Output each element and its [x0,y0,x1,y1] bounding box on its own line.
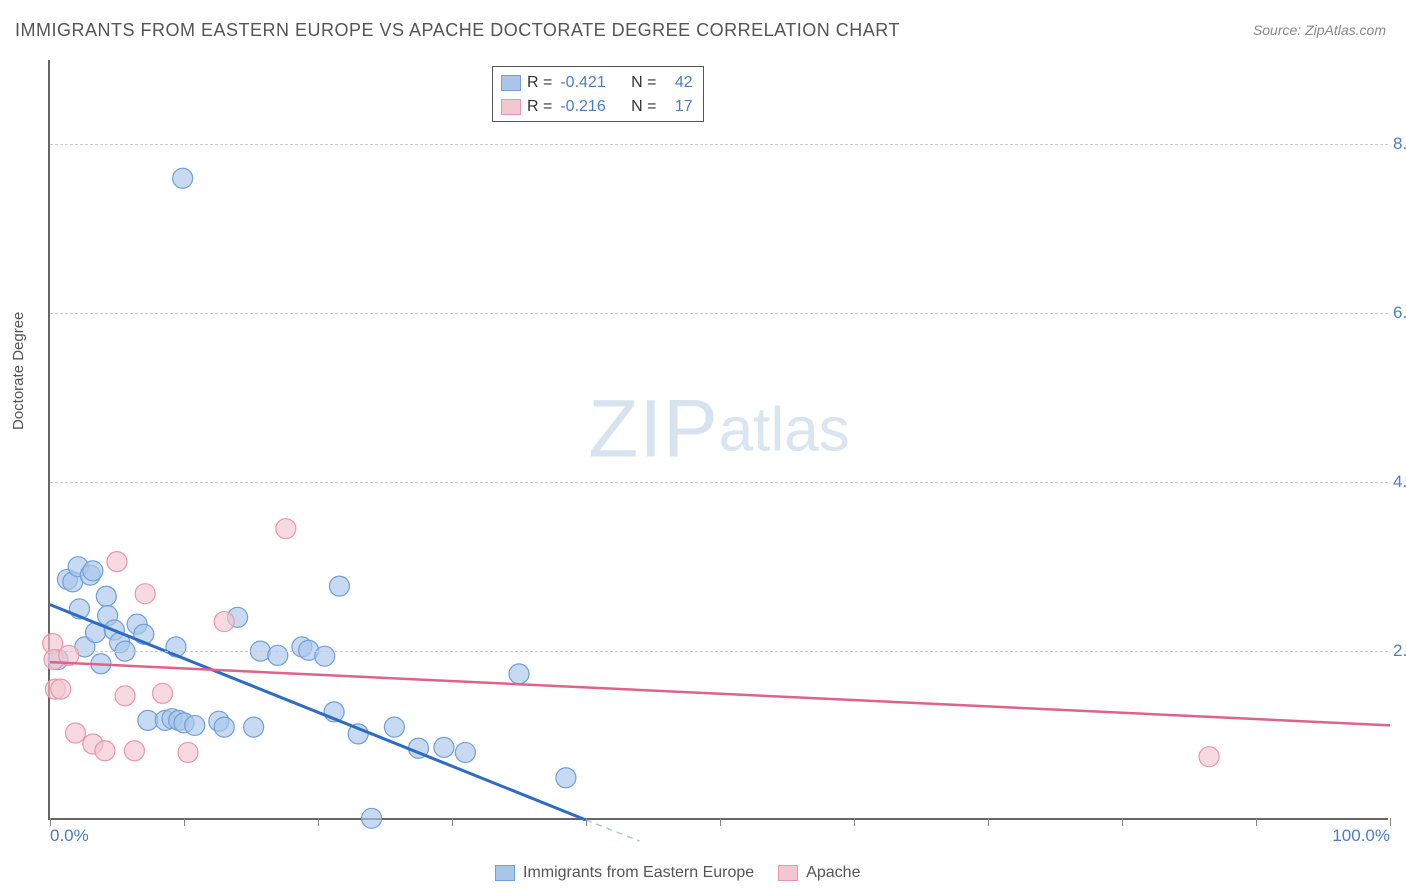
scatter-point [384,717,404,737]
scatter-point [1199,747,1219,767]
legend-n-value: 17 [675,95,693,119]
scatter-point [244,717,264,737]
gridline-horizontal [50,651,1388,652]
legend-swatch [778,865,798,881]
legend-r-value: -0.216 [560,95,605,119]
y-axis-title: Doctorate Degree [10,312,27,430]
legend-r-label: R = [527,71,552,95]
scatter-point [107,552,127,572]
x-tick-mark [586,818,587,826]
scatter-point [509,664,529,684]
x-tick-mark [988,818,989,826]
chart-title: IMMIGRANTS FROM EASTERN EUROPE VS APACHE… [15,20,900,41]
legend-n-label: N = [631,95,656,119]
x-tick-mark [720,818,721,826]
legend-swatch [495,865,515,881]
scatter-point [51,679,71,699]
x-tick-mark [452,818,453,826]
series-legend: Immigrants from Eastern Europe Apache [495,864,860,882]
gridline-horizontal [50,313,1388,314]
series-legend-label: Immigrants from Eastern Europe [523,864,754,882]
scatter-point [178,742,198,762]
legend-row: R = -0.421 N = 42 [501,71,693,95]
legend-n-label: N = [631,71,656,95]
source-value: ZipAtlas.com [1305,22,1386,38]
scatter-point [185,715,205,735]
x-tick-mark [1256,818,1257,826]
scatter-point [65,723,85,743]
scatter-point [268,645,288,665]
chart-svg [50,60,1388,818]
x-tick-mark [318,818,319,826]
scatter-point [135,584,155,604]
x-tick-mark [50,818,51,826]
scatter-point [95,741,115,761]
scatter-point [153,683,173,703]
scatter-point [362,808,382,828]
source-label: Source: [1253,22,1301,38]
plot-area: ZIPatlas 2.0%4.0%6.0%8.0%0.0%100.0% [48,60,1388,820]
y-tick-label: 2.0% [1393,641,1406,661]
scatter-point [124,741,144,761]
x-tick-label: 0.0% [50,826,89,846]
legend-r-label: R = [527,95,552,119]
scatter-point [556,768,576,788]
scatter-point [83,561,103,581]
scatter-point [329,576,349,596]
series-legend-item: Apache [778,864,860,882]
scatter-point [115,686,135,706]
x-tick-label: 100.0% [1332,826,1390,846]
series-legend-label: Apache [806,864,860,882]
y-tick-label: 6.0% [1393,303,1406,323]
x-tick-mark [1390,818,1391,826]
scatter-point [214,612,234,632]
scatter-point [315,646,335,666]
gridline-horizontal [50,144,1388,145]
y-tick-label: 4.0% [1393,472,1406,492]
x-tick-mark [184,818,185,826]
legend-n-value: 42 [675,71,693,95]
legend-r-value: -0.421 [560,71,605,95]
scatter-point [434,737,454,757]
correlation-legend: R = -0.421 N = 42 R = -0.216 N = 17 [492,66,704,122]
scatter-point [455,742,475,762]
legend-swatch [501,99,521,115]
x-tick-mark [854,818,855,826]
scatter-point [214,717,234,737]
scatter-point [276,519,296,539]
series-legend-item: Immigrants from Eastern Europe [495,864,754,882]
gridline-horizontal [50,482,1388,483]
source-attribution: Source: ZipAtlas.com [1253,22,1386,38]
x-tick-mark [1122,818,1123,826]
scatter-point [173,168,193,188]
legend-swatch [501,75,521,91]
scatter-point [96,586,116,606]
legend-row: R = -0.216 N = 17 [501,95,693,119]
y-tick-label: 8.0% [1393,134,1406,154]
